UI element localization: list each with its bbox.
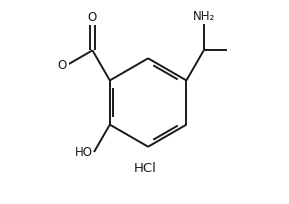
- Text: NH₂: NH₂: [193, 10, 215, 23]
- Text: HO: HO: [75, 146, 93, 159]
- Text: HCl: HCl: [134, 161, 156, 174]
- Text: O: O: [57, 59, 66, 72]
- Text: O: O: [88, 11, 97, 24]
